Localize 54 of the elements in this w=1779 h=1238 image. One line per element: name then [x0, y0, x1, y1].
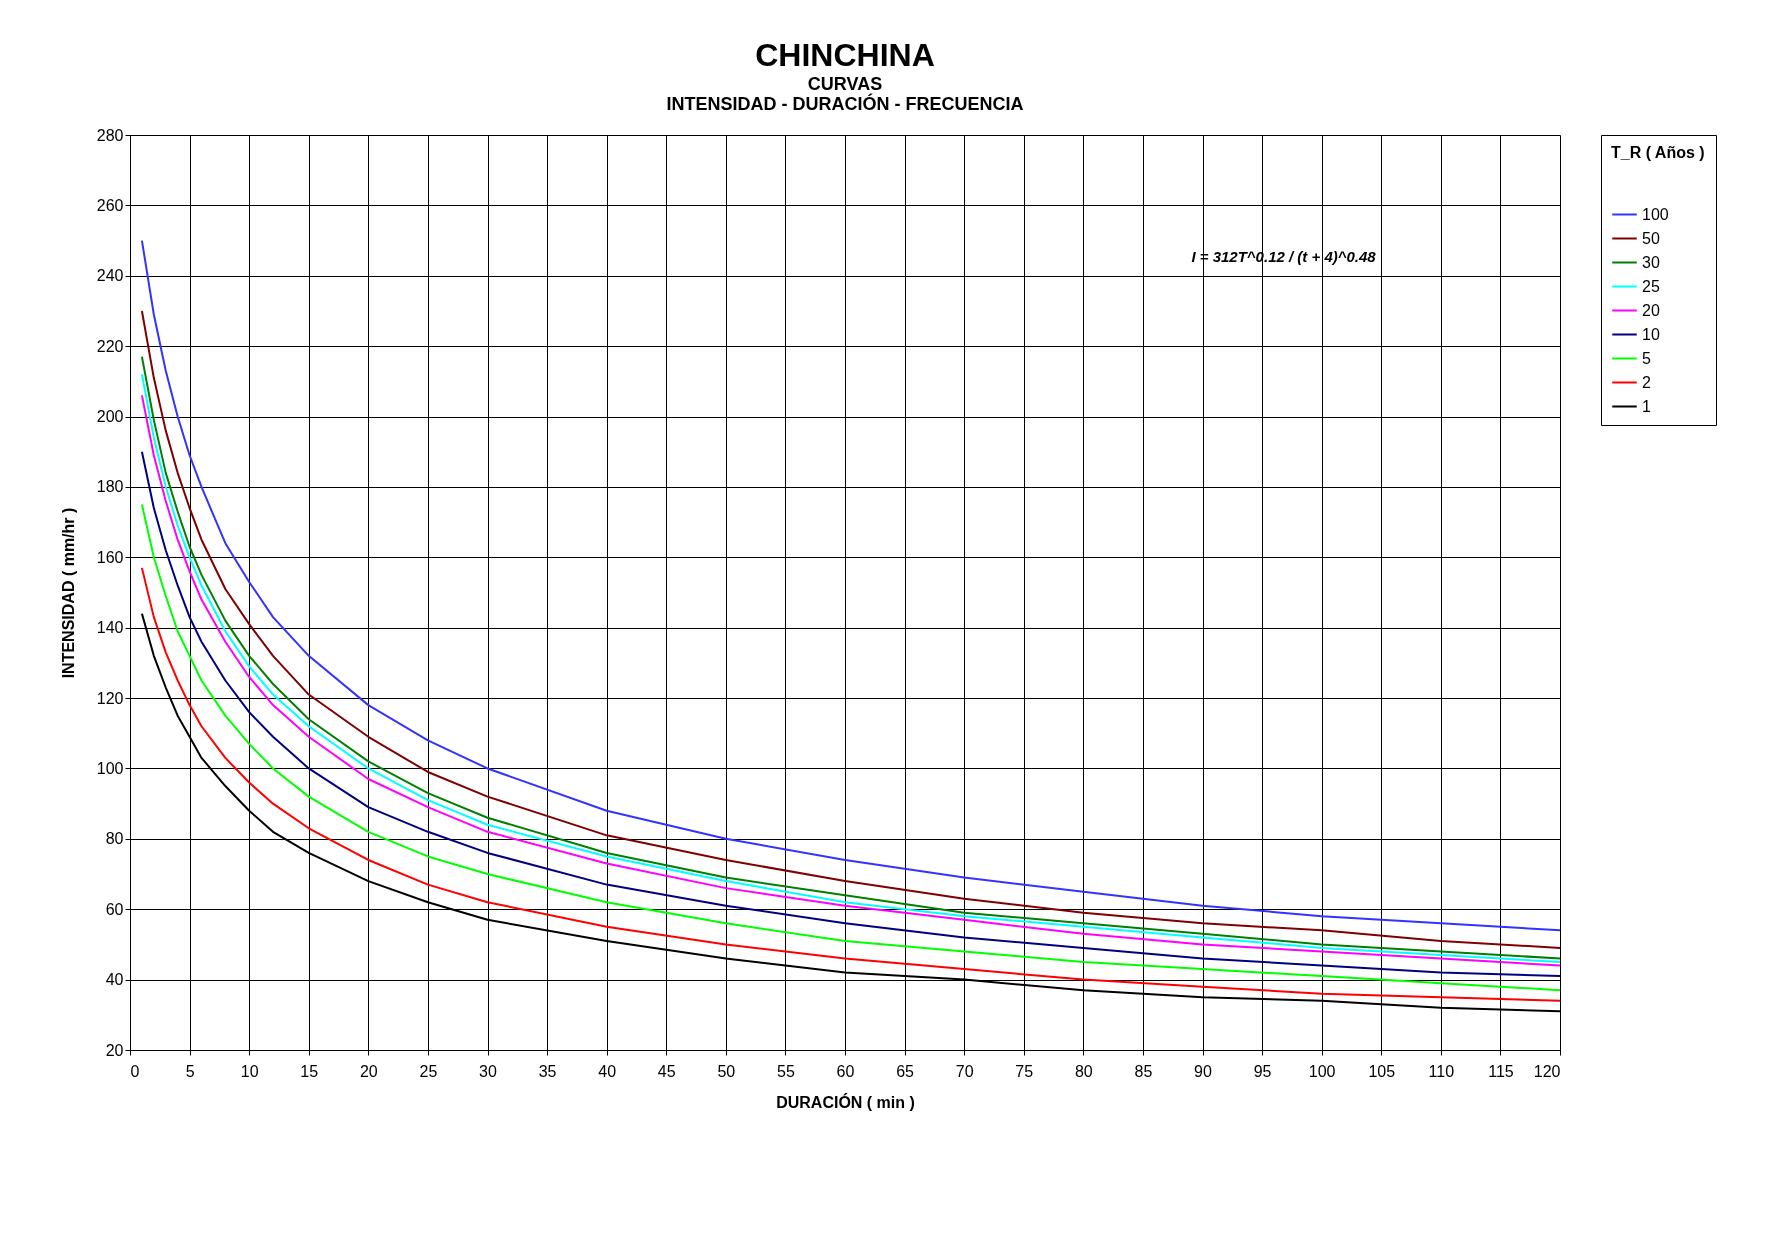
legend-label: 5: [1642, 349, 1651, 367]
x-tick-label: 60: [836, 1062, 855, 1080]
legend-label: 30: [1642, 253, 1660, 271]
y-tick-label: 280: [96, 126, 124, 144]
legend-label: 2: [1642, 373, 1651, 391]
x-tick-label: 120: [1533, 1062, 1561, 1080]
legend-label: 20: [1642, 301, 1660, 319]
y-tick-label: 180: [96, 478, 124, 496]
legend-label: 50: [1642, 229, 1660, 247]
x-tick-label: 105: [1368, 1062, 1396, 1080]
x-tick-label: 95: [1253, 1062, 1272, 1080]
x-tick-label: 40: [598, 1062, 617, 1080]
y-tick-label: 260: [96, 196, 124, 214]
y-tick-label: 120: [96, 689, 124, 707]
y-tick-label: 60: [105, 900, 124, 918]
y-tick-label: 200: [96, 408, 124, 426]
x-tick-label: 110: [1428, 1062, 1455, 1080]
x-tick-label: 5: [185, 1062, 195, 1080]
y-tick-label: 220: [96, 337, 124, 355]
y-tick-label: 160: [96, 548, 124, 566]
y-tick-label: 100: [96, 759, 124, 777]
x-tick-label: 115: [1488, 1062, 1514, 1080]
x-tick-label: 10: [240, 1062, 259, 1080]
y-tick-label: 140: [96, 619, 124, 637]
x-tick-label: 80: [1074, 1062, 1093, 1080]
legend-label: 100: [1642, 205, 1669, 223]
x-tick-label: 55: [777, 1062, 795, 1080]
y-tick-label: 80: [105, 830, 124, 848]
x-axis-title: DURACIÓN ( min ): [776, 1092, 915, 1111]
x-tick-label: 75: [1015, 1062, 1034, 1080]
text: INTENSIDAD - DURACIÓN - FRECUENCIA: [666, 94, 1024, 114]
x-tick-label: 15: [300, 1062, 319, 1080]
legend-label: 1: [1642, 397, 1651, 415]
y-axis-title: INTENSIDAD ( mm/hr ): [59, 507, 77, 679]
x-tick-label: 65: [896, 1062, 915, 1080]
x-tick-label: 50: [717, 1062, 736, 1080]
legend-title: T_R ( Años ): [1611, 144, 1705, 161]
x-tick-label: 85: [1134, 1062, 1153, 1080]
legend-label: 10: [1642, 325, 1660, 343]
x-tick-label: 0: [130, 1062, 140, 1080]
x-tick-label: 20: [359, 1062, 378, 1080]
x-tick-label: 100: [1308, 1062, 1336, 1080]
y-tick-label: 20: [105, 1041, 124, 1059]
x-tick-label: 30: [479, 1062, 497, 1080]
x-tick-label: 90: [1194, 1062, 1212, 1080]
x-tick-label: 35: [538, 1062, 557, 1080]
x-tick-label: 25: [419, 1062, 438, 1080]
x-tick-label: 70: [955, 1062, 974, 1080]
text: CURVAS: [807, 74, 883, 94]
y-tick-label: 240: [96, 267, 124, 285]
y-tick-label: 40: [105, 971, 124, 989]
chart-title: CHINCHINA: [755, 37, 935, 73]
legend-label: 25: [1642, 277, 1660, 295]
x-tick-label: 45: [657, 1062, 676, 1080]
